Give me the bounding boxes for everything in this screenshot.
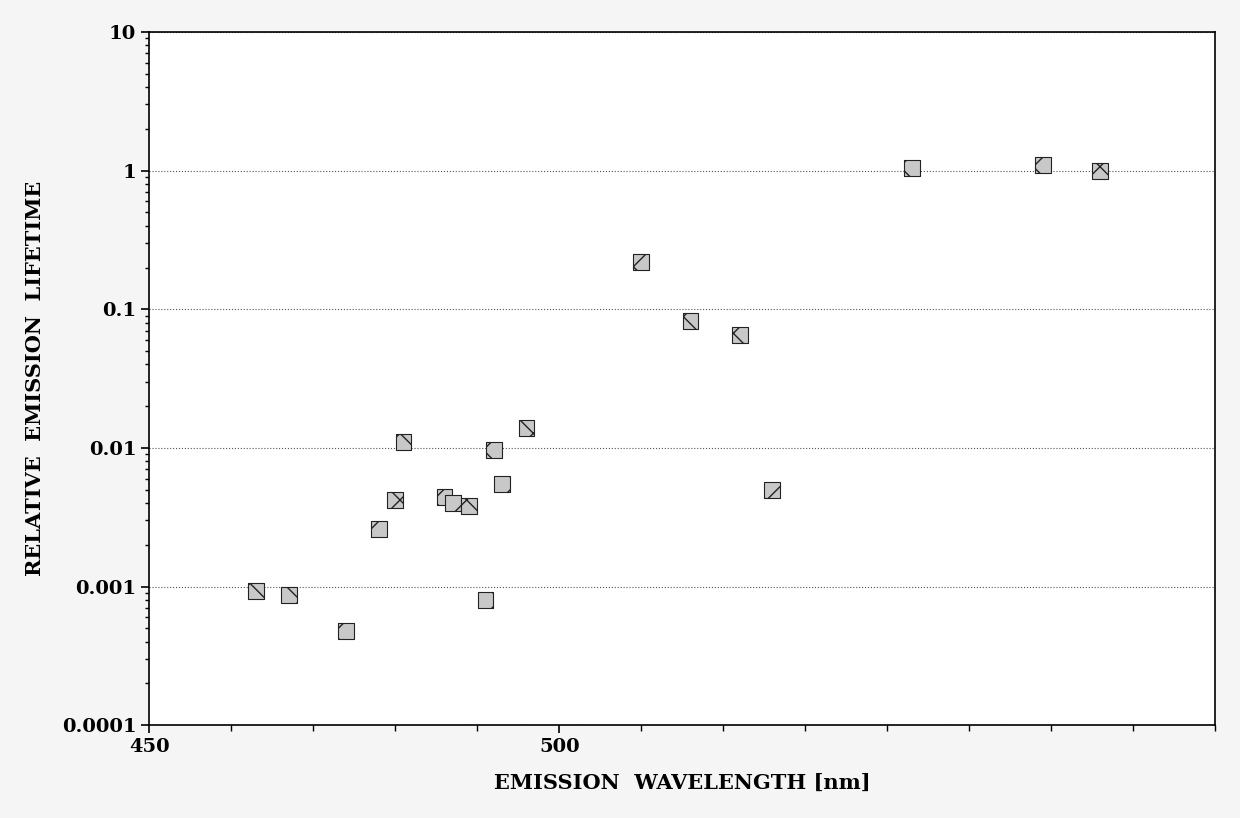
Point (386, 493, 405, 506)
Point (631, 255, 651, 268)
Point (435, 491, 455, 504)
Point (279, 588, 299, 601)
Point (476, 593, 496, 606)
Point (1033, 159, 1053, 172)
Y-axis label: RELATIVE  EMISSION  LIFETIME: RELATIVE EMISSION LIFETIME (25, 181, 45, 576)
Point (336, 624, 356, 637)
Point (517, 421, 537, 434)
Point (443, 497, 463, 510)
Point (484, 443, 503, 456)
Point (370, 523, 389, 536)
Point (459, 500, 479, 513)
X-axis label: EMISSION  WAVELENGTH [nm]: EMISSION WAVELENGTH [nm] (494, 773, 870, 793)
Point (246, 584, 265, 597)
Point (729, 329, 749, 342)
Point (763, 483, 782, 497)
Point (492, 478, 512, 491)
Point (681, 315, 701, 328)
Point (1090, 164, 1110, 178)
Point (393, 436, 413, 449)
Point (901, 161, 921, 174)
